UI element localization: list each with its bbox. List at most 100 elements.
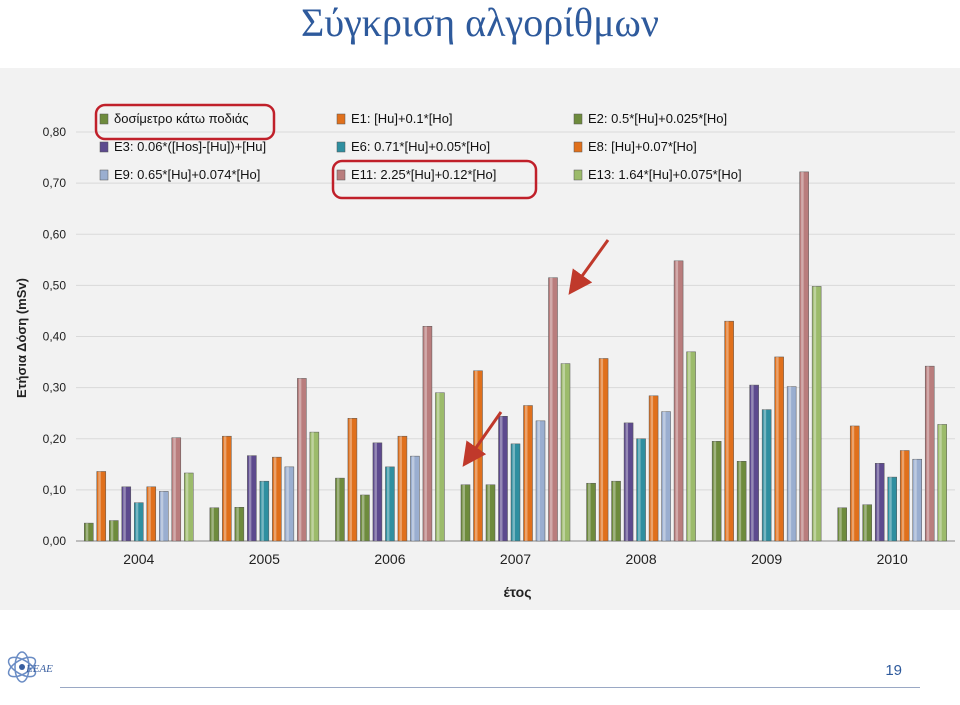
y-tick-label: 0,20 (43, 432, 67, 446)
bar-2010-4 (874, 463, 885, 542)
bar-highlight (726, 321, 729, 541)
legend-swatch (573, 169, 583, 181)
y-axis-label: Ετήσια Δόση (mSv) (14, 278, 29, 398)
bar-highlight (751, 385, 754, 541)
bar-highlight (638, 438, 641, 541)
bar-highlight (613, 481, 616, 541)
bar-2005-7 (284, 466, 295, 542)
legend-swatch (573, 141, 583, 153)
bar-highlight (349, 418, 352, 541)
bar-2004-8 (171, 437, 182, 542)
bar-2008-2 (598, 358, 609, 542)
bar-2005-5 (259, 480, 270, 542)
eeae-logo: EEAE (4, 646, 54, 688)
bar-highlight (424, 326, 427, 541)
bar-highlight (537, 420, 540, 541)
bar-2010-2 (849, 425, 860, 542)
bar-2010-8 (924, 365, 935, 542)
bar-2006-4 (372, 442, 383, 542)
bar-highlight (135, 502, 139, 541)
legend-label: E8: [Hu]+0.07*[Ho] (588, 139, 697, 154)
bar-2005-8 (297, 378, 307, 542)
bar-2006-7 (410, 455, 420, 542)
bar-highlight (261, 481, 264, 541)
x-axis-label: έτος (503, 584, 532, 600)
bar-2004-7 (159, 491, 169, 542)
bar-highlight (248, 455, 252, 541)
bar-2010-6 (899, 450, 910, 542)
bar-2007-1 (460, 484, 471, 542)
bar-2008-6 (648, 395, 659, 542)
bar-2004-3 (109, 520, 119, 542)
bar-highlight (738, 461, 742, 541)
bar-2008-4 (623, 422, 634, 542)
bar-highlight (85, 523, 89, 541)
bar-highlight (801, 171, 804, 541)
bar-highlight (211, 507, 214, 541)
legend-swatch (336, 169, 346, 181)
bar-2010-9 (937, 424, 947, 542)
y-tick-label: 0,80 (43, 125, 67, 139)
legend-label: E1: [Hu]+0.1*[Ho] (351, 111, 453, 126)
x-tick-label: 2007 (500, 551, 531, 567)
bar-2008-1 (586, 482, 596, 542)
bar-2008-3 (611, 480, 621, 542)
bar-highlight (926, 366, 930, 541)
x-tick-label: 2005 (249, 551, 280, 567)
bar-2005-4 (247, 455, 257, 542)
bar-highlight (185, 473, 189, 541)
y-tick-label: 0,10 (43, 483, 67, 497)
bar-2004-2 (96, 471, 107, 542)
legend-label: E9: 0.65*[Hu]+0.074*[Ho] (114, 167, 260, 182)
bar-2005-9 (309, 431, 320, 542)
bar-highlight (436, 392, 440, 541)
legend-label: E11: 2.25*[Hu]+0.12*[Ho] (351, 167, 496, 182)
y-tick-label: 0,40 (43, 330, 67, 344)
legend-swatch (573, 113, 583, 125)
bar-highlight (110, 520, 114, 541)
bar-highlight (525, 405, 528, 541)
bar-2010-5 (887, 476, 897, 542)
bar-2004-5 (134, 502, 144, 542)
bar-2009-3 (736, 460, 747, 542)
bar-2006-9 (435, 392, 445, 542)
bar-highlight (475, 370, 478, 541)
bar-2008-5 (636, 438, 646, 542)
bar-highlight (889, 477, 892, 541)
bar-highlight (600, 358, 604, 541)
bar-2004-1 (84, 522, 94, 542)
bar-2005-3 (234, 507, 245, 542)
x-tick-label: 2008 (625, 551, 656, 567)
bar-2004-9 (184, 472, 194, 542)
bar-highlight (160, 491, 164, 541)
bar-highlight (311, 432, 314, 541)
bar-highlight (688, 351, 691, 541)
bar-highlight (939, 424, 942, 541)
y-tick-label: 0,70 (43, 176, 67, 190)
legend-highlight-box (94, 103, 276, 141)
bar-2006-1 (335, 477, 345, 542)
bar-highlight (273, 457, 277, 541)
bar-2007-9 (560, 363, 571, 542)
bar-highlight (462, 484, 465, 541)
bar-highlight (411, 456, 415, 541)
bar-highlight (876, 463, 880, 541)
bar-2007-2 (473, 370, 483, 542)
bar-highlight (914, 459, 917, 541)
bar-highlight (713, 441, 717, 541)
bar-2009-7 (786, 386, 797, 542)
bar-2006-2 (347, 418, 358, 542)
bar-2008-9 (686, 351, 696, 542)
bar-highlight (864, 504, 867, 541)
bar-highlight (123, 486, 126, 541)
legend-swatch (99, 113, 109, 125)
bar-highlight (776, 356, 779, 541)
legend-label: E13: 1.64*[Hu]+0.075*[Ho] (588, 167, 742, 182)
bar-highlight (223, 436, 227, 541)
annotation-arrow (462, 411, 503, 467)
bar-2010-7 (912, 458, 922, 542)
legend-swatch (336, 113, 346, 125)
legend-swatch (99, 141, 109, 153)
y-tick-label: 0,50 (43, 278, 67, 292)
bar-highlight (675, 260, 679, 541)
